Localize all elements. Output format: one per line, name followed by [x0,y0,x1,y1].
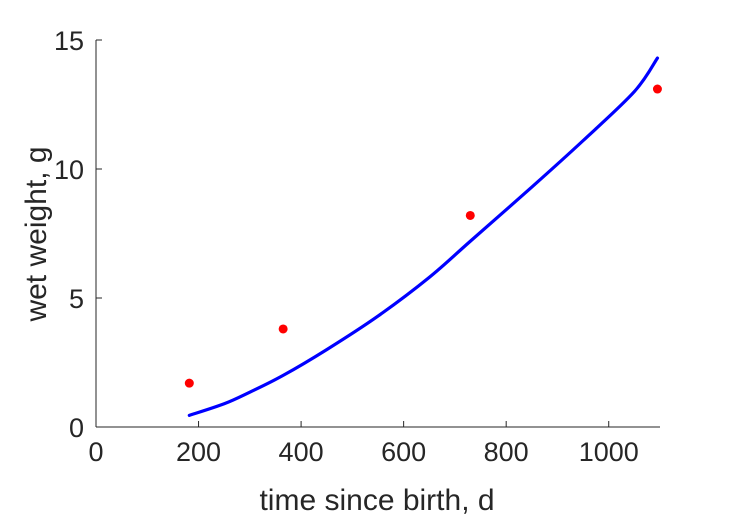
x-tick-label: 600 [381,437,426,467]
fit-curve [187,56,660,417]
x-tick-label: 0 [88,437,103,467]
data-points-layer [184,84,662,388]
y-tick-label: 15 [54,26,84,56]
x-axis-label: time since birth, d [259,484,494,517]
x-tick-label: 1000 [579,437,639,467]
data-point [465,210,475,220]
y-tick-label: 0 [69,413,84,443]
data-point [278,324,288,334]
x-tick-label: 800 [484,437,529,467]
fit-curve-layer [187,56,660,417]
x-tick-label: 200 [176,437,221,467]
labels-layer: time since birth, d wet weight, g [20,146,495,517]
y-tick-label: 10 [54,155,84,185]
x-tick-label: 400 [279,437,324,467]
axes: 0 200 400 600 800 1000 0 5 10 15 [54,26,660,467]
y-tick-label: 5 [69,284,84,314]
data-point [184,378,194,388]
y-axis-label: wet weight, g [20,146,53,322]
data-point [652,84,662,94]
